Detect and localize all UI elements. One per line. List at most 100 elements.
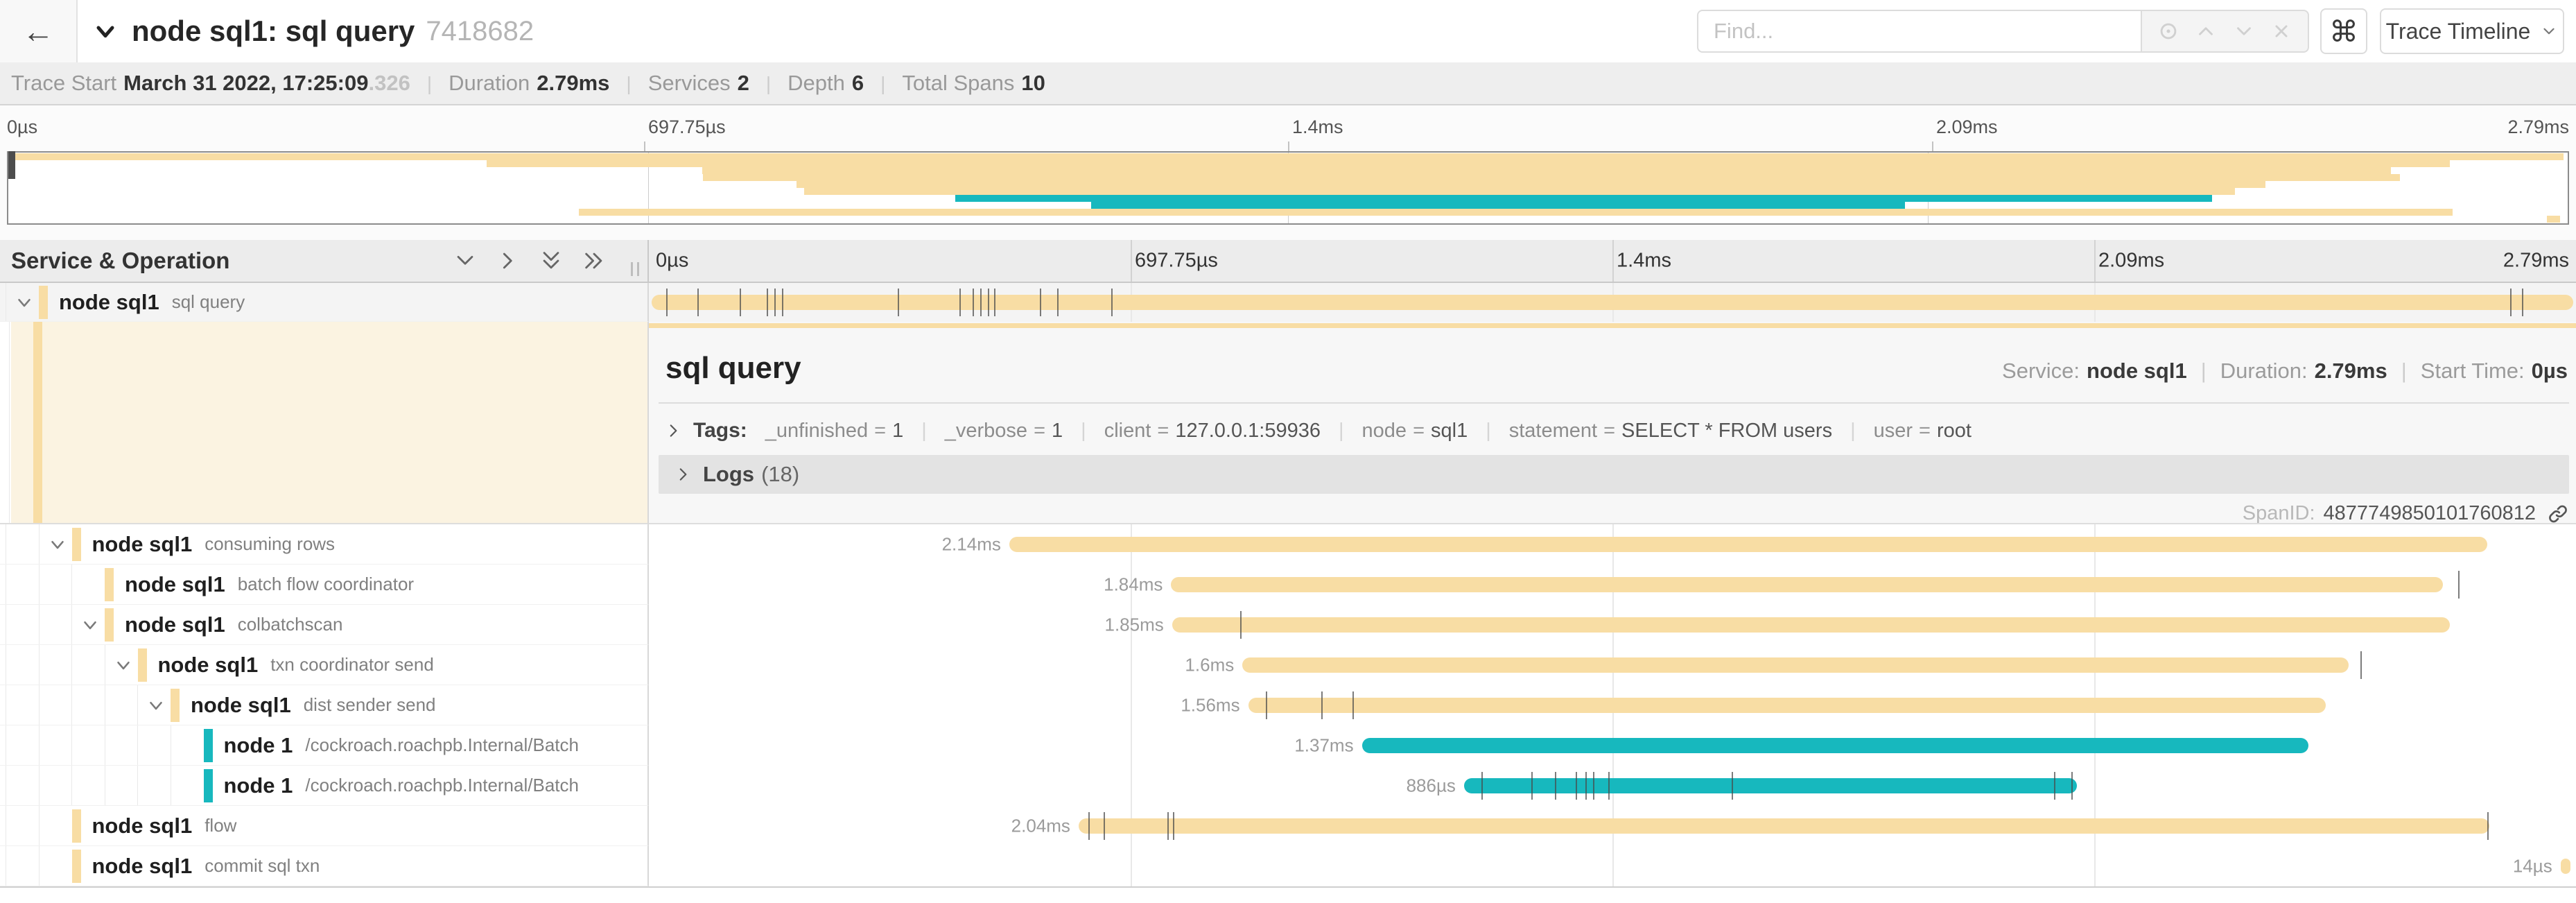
trace-title-wrap: node sql1: sql query 7418682 bbox=[92, 0, 534, 62]
span-row[interactable]: node sql1 consuming rows 2.14ms bbox=[0, 524, 2576, 565]
expand-all-double-chevron-right-icon[interactable] bbox=[582, 249, 606, 273]
span-bar[interactable] bbox=[1242, 657, 2349, 673]
trace-id: 7418682 bbox=[426, 15, 534, 46]
log-marker bbox=[774, 289, 776, 316]
chevron-down-icon[interactable] bbox=[146, 695, 166, 716]
link-icon[interactable] bbox=[2547, 503, 2569, 524]
span-id-value: 4877749850101760812 bbox=[2323, 502, 2536, 524]
span-bar[interactable] bbox=[1171, 577, 2444, 592]
collapse-all-double-chevron-down-icon[interactable] bbox=[539, 249, 563, 273]
tag-value: sql1 bbox=[1431, 419, 1468, 442]
span-color-bar bbox=[33, 322, 42, 523]
collapse-one-chevron-down-icon[interactable] bbox=[453, 249, 477, 273]
tag-value: 127.0.0.1:59936 bbox=[1175, 419, 1321, 442]
span-operation-name: commit sql txn bbox=[204, 855, 320, 876]
span-row-timeline-cell[interactable]: 1.56ms bbox=[649, 685, 2576, 725]
span-duration-label: 1.6ms bbox=[1185, 654, 1235, 676]
axis-tick-label: 0µs bbox=[7, 117, 38, 137]
tags-list: _unfinished = 1 | _verbose = 1 | client = 127.0.0.… bbox=[765, 420, 1972, 442]
chevron-down-icon[interactable] bbox=[113, 655, 134, 676]
span-row[interactable]: node sql1 txn coordinator send 1.6ms bbox=[0, 645, 2576, 685]
span-row[interactable]: node sql1 flow 2.04ms bbox=[0, 806, 2576, 846]
span-row-timeline-cell[interactable]: 1.84ms bbox=[649, 565, 2576, 605]
find-clear-x-icon[interactable] bbox=[2270, 19, 2293, 43]
view-selector-dropdown[interactable]: Trace Timeline bbox=[2380, 8, 2564, 54]
keyboard-shortcuts-button[interactable]: ⌘ bbox=[2320, 8, 2367, 54]
log-marker bbox=[2487, 812, 2489, 840]
span-row-label-cell[interactable]: node 1/cockroach.roachpb.Internal/Batch bbox=[0, 725, 649, 766]
span-row[interactable]: node sql1 sql query bbox=[0, 283, 2576, 322]
tag-item: node = sql1 bbox=[1362, 420, 1468, 442]
span-operation-name: flow bbox=[204, 815, 237, 836]
span-row[interactable]: node sql1 colbatchscan 1.85ms bbox=[0, 605, 2576, 645]
span-bar[interactable] bbox=[1078, 818, 2489, 834]
span-row-timeline-cell[interactable] bbox=[649, 283, 2576, 322]
chevron-down-icon[interactable] bbox=[14, 292, 35, 313]
minimap-span-bar bbox=[12, 153, 2564, 160]
span-bar[interactable] bbox=[1361, 738, 2308, 753]
span-row[interactable]: node 1/cockroach.roachpb.Internal/Batch 1… bbox=[0, 725, 2576, 766]
indent-guide bbox=[71, 605, 72, 644]
back-button[interactable]: ← bbox=[0, 0, 78, 62]
find-input[interactable] bbox=[1697, 10, 2141, 53]
span-row-label-cell[interactable]: node sql1 sql query bbox=[0, 283, 649, 322]
span-row-timeline-cell[interactable]: 1.37ms bbox=[649, 725, 2576, 766]
find-next-chevron-down-icon[interactable] bbox=[2232, 19, 2256, 43]
span-bar[interactable] bbox=[1248, 698, 2326, 713]
expand-one-chevron-right-icon[interactable] bbox=[496, 249, 520, 273]
span-row-timeline-cell[interactable]: 1.85ms bbox=[649, 605, 2576, 645]
span-row-label-cell[interactable]: node sql1 commit sql txn bbox=[0, 846, 649, 886]
span-row[interactable]: node sql1 batch flow coordinator 1.84ms bbox=[0, 565, 2576, 605]
find-prev-chevron-up-icon[interactable] bbox=[2194, 19, 2218, 43]
span-row-label-cell[interactable]: node sql1 consuming rows bbox=[0, 524, 649, 565]
span-duration-label: 2.04ms bbox=[1011, 815, 1070, 836]
span-row-label-cell[interactable]: node 1/cockroach.roachpb.Internal/Batch bbox=[0, 766, 649, 806]
span-row[interactable]: node sql1 dist sender send 1.56ms bbox=[0, 685, 2576, 725]
span-row-timeline-cell[interactable]: 2.14ms bbox=[649, 524, 2576, 565]
meta-label: Start Time: bbox=[2420, 359, 2525, 383]
span-row-label-cell[interactable]: node sql1 dist sender send bbox=[0, 685, 649, 725]
chevron-down-icon[interactable] bbox=[80, 614, 101, 635]
tag-value: 1 bbox=[892, 419, 904, 442]
span-row-label-cell[interactable]: node sql1 flow bbox=[0, 806, 649, 846]
tag-equals: = bbox=[1919, 419, 1931, 442]
column-resizer-grip[interactable] bbox=[631, 262, 639, 276]
timeline-gridline bbox=[1131, 565, 1132, 605]
minimap-canvas[interactable] bbox=[7, 151, 2569, 225]
axis-tick-label: 2.09ms bbox=[1936, 117, 1998, 137]
span-row[interactable]: node 1/cockroach.roachpb.Internal/Batch 8… bbox=[0, 766, 2576, 806]
span-bar[interactable] bbox=[1172, 617, 2450, 633]
command-icon: ⌘ bbox=[2329, 15, 2358, 48]
span-row-timeline-cell[interactable]: 886µs bbox=[649, 766, 2576, 806]
span-row-label-cell[interactable]: node sql1 batch flow coordinator bbox=[0, 565, 649, 605]
tags-accordion[interactable]: Tags: _unfinished = 1 | _verbose = 1 | client = 12… bbox=[659, 415, 2569, 447]
timeline-gridline bbox=[2094, 846, 2096, 886]
span-bar[interactable] bbox=[652, 295, 2573, 310]
meta-value: 0µs bbox=[2531, 359, 2568, 383]
focus-target-icon[interactable] bbox=[2157, 19, 2180, 43]
axis-tick-label: 1.4ms bbox=[1617, 249, 1671, 272]
tag-key: _verbose bbox=[944, 419, 1028, 442]
span-row-timeline-cell[interactable]: 1.6ms bbox=[649, 645, 2576, 685]
tag-separator: | bbox=[921, 419, 927, 442]
tag-equals: = bbox=[874, 419, 887, 442]
span-row-label-cell[interactable]: node sql1 txn coordinator send bbox=[0, 645, 649, 685]
span-bar[interactable] bbox=[1463, 778, 2077, 793]
chevron-down-icon[interactable] bbox=[47, 534, 68, 555]
log-marker bbox=[1088, 812, 1090, 840]
log-marker bbox=[1111, 289, 1113, 316]
log-marker bbox=[1531, 772, 1533, 800]
span-row-timeline-cell[interactable]: 14µs bbox=[649, 846, 2576, 886]
collapse-trace-chevron-down-icon[interactable] bbox=[92, 17, 119, 45]
log-marker bbox=[1057, 289, 1059, 316]
tag-key: statement bbox=[1508, 419, 1598, 442]
span-bar[interactable] bbox=[1009, 537, 2488, 552]
logs-accordion[interactable]: Logs (18) bbox=[659, 455, 2569, 494]
minimap-scrubber-handle[interactable] bbox=[8, 151, 15, 179]
span-row[interactable]: node sql1 commit sql txn 14µs bbox=[0, 846, 2576, 886]
span-row-label-cell[interactable]: node sql1 colbatchscan bbox=[0, 605, 649, 645]
summary-value-fraction: .326 bbox=[368, 71, 410, 95]
timeline-gridline bbox=[1131, 846, 1132, 886]
span-bar[interactable] bbox=[2560, 859, 2570, 874]
span-row-timeline-cell[interactable]: 2.04ms bbox=[649, 806, 2576, 846]
